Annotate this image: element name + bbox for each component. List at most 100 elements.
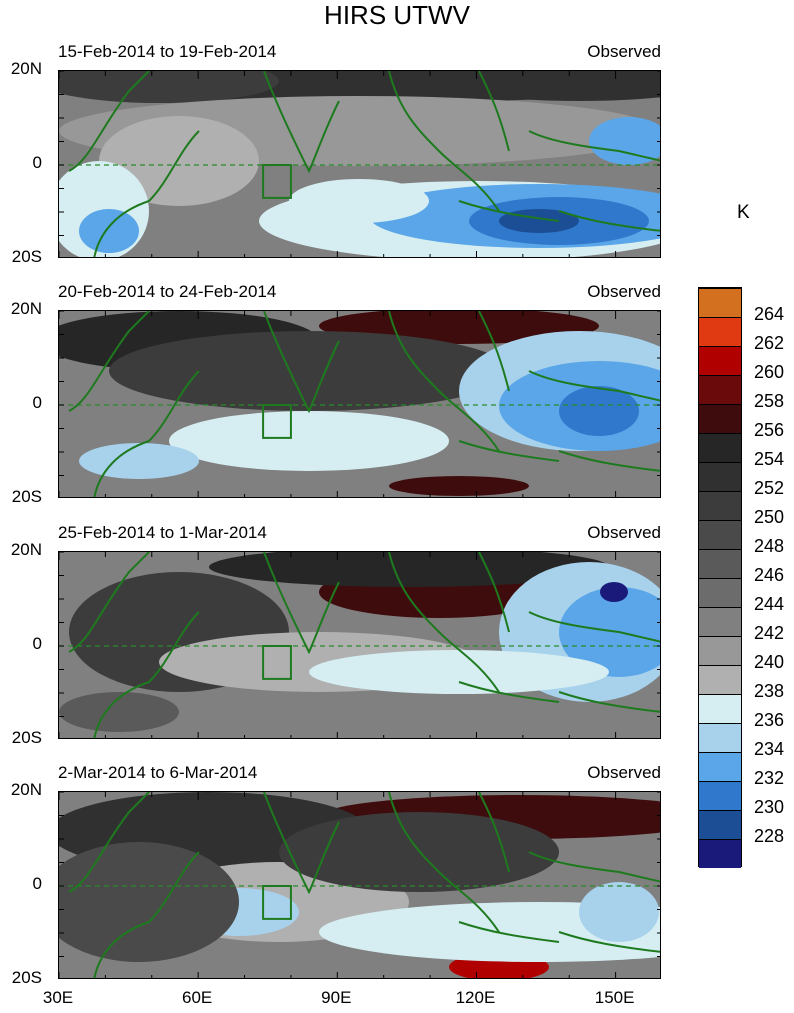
panel-period-label: 2-Mar-2014 to 6-Mar-2014	[58, 763, 258, 782]
coastline	[478, 71, 510, 152]
coastline	[558, 450, 660, 472]
colorbar-tick-label: 236	[754, 710, 785, 730]
latitude-label: 0	[32, 874, 42, 893]
latitude-label: 0	[32, 153, 42, 172]
map-panel	[58, 310, 661, 498]
map-canvas	[59, 71, 660, 257]
coastline	[458, 681, 560, 703]
colorbar-tick-label: 250	[754, 507, 785, 527]
coastline	[263, 71, 340, 174]
latitude-label: 20N	[10, 780, 42, 799]
longitude-label: 60E	[182, 988, 213, 1007]
colorbar-cell	[699, 491, 741, 520]
coastline	[528, 851, 660, 883]
colorbar-tick-label: 228	[754, 826, 785, 846]
map-canvas	[59, 792, 660, 978]
study-region-box	[262, 404, 292, 439]
contour-region	[600, 582, 628, 602]
longitude-label: 30E	[42, 988, 74, 1007]
colorbar-cell	[699, 433, 741, 462]
coastline	[558, 931, 660, 953]
colorbar-tick-label: 232	[754, 768, 785, 788]
coastline	[458, 921, 560, 943]
contour-region	[109, 331, 509, 411]
contour-region	[59, 692, 179, 732]
colorbar-cell	[699, 404, 741, 433]
contour-region	[79, 209, 139, 253]
colorbar-cell	[699, 288, 741, 317]
longitude-label: 150E	[594, 988, 635, 1007]
panel-type-label: Observed	[587, 282, 661, 301]
coastline	[68, 71, 150, 172]
colorbar-cell	[699, 346, 741, 375]
coastline	[93, 851, 200, 978]
coastline	[558, 691, 660, 713]
contour-region	[579, 882, 659, 942]
contour-region	[59, 842, 239, 962]
colorbar-tick-label: 246	[754, 565, 785, 585]
colorbar-tick-label: 256	[754, 420, 785, 440]
latitude-label: 20N	[10, 299, 42, 318]
study-region-box	[262, 645, 292, 680]
contour-region	[79, 443, 199, 479]
map-canvas	[59, 311, 660, 497]
colorbar-cell	[699, 839, 741, 868]
contour-region	[59, 71, 279, 103]
latitude-label: 20N	[10, 59, 42, 78]
coastline	[388, 552, 500, 693]
colorbar-cell	[699, 694, 741, 723]
contour-region	[389, 476, 529, 496]
latitude-label: 20S	[11, 487, 42, 506]
study-region-box	[262, 885, 292, 920]
contour-region	[309, 650, 609, 694]
contour-region	[169, 411, 449, 471]
contour-region	[559, 386, 639, 436]
latitude-label: 20N	[10, 540, 42, 559]
longitude-label: 90E	[321, 988, 352, 1007]
colorbar-tick-label: 262	[754, 333, 785, 353]
panel-type-label: Observed	[587, 42, 661, 61]
coastline	[478, 552, 510, 633]
colorbar-tick-label: 230	[754, 797, 785, 817]
map-canvas	[59, 552, 660, 738]
coastline	[388, 792, 500, 933]
coastline	[558, 210, 660, 232]
coastline	[68, 311, 150, 412]
colorbar-cell	[699, 810, 741, 839]
figure-title: HIRS UTWV	[324, 0, 470, 30]
latitude-label: 0	[32, 393, 42, 412]
map-panel	[58, 791, 661, 979]
study-region-box	[262, 164, 292, 199]
panel-period-label: 20-Feb-2014 to 24-Feb-2014	[58, 282, 277, 301]
coastline	[68, 792, 150, 893]
coastline	[478, 311, 510, 392]
colorbar-tick-label: 234	[754, 739, 785, 759]
contour-region	[439, 71, 660, 101]
colorbar-cell	[699, 549, 741, 578]
colorbar-cell	[699, 578, 741, 607]
colorbar-cell	[699, 520, 741, 549]
colorbar-cell	[699, 636, 741, 665]
coastline	[93, 370, 200, 497]
coastline	[528, 611, 660, 643]
colorbar-cell	[699, 752, 741, 781]
coastline	[478, 792, 510, 873]
coastline	[263, 552, 340, 655]
coastline	[388, 311, 500, 452]
map-panel	[58, 70, 661, 258]
colorbar-cell	[699, 462, 741, 491]
colorbar-tick-label: 258	[754, 391, 785, 411]
coastline	[528, 130, 660, 162]
colorbar-tick-label: 240	[754, 652, 785, 672]
colorbar-cell	[699, 375, 741, 404]
coastline	[263, 311, 340, 414]
panel-type-label: Observed	[587, 763, 661, 782]
colorbar-tick-label: 254	[754, 449, 785, 469]
coastline	[528, 370, 660, 402]
contour-region	[209, 552, 609, 587]
coastline	[263, 792, 340, 895]
contour-region	[559, 587, 660, 677]
contour-region	[319, 902, 660, 962]
colorbar-tick-label: 260	[754, 362, 785, 382]
panel-period-label: 25-Feb-2014 to 1-Mar-2014	[58, 523, 267, 542]
